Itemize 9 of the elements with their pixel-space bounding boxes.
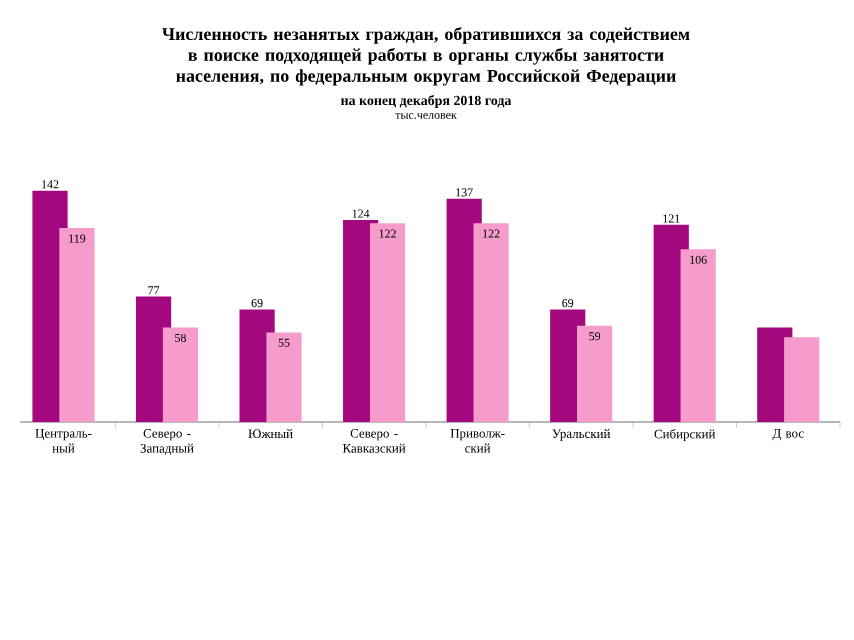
bar <box>266 332 302 422</box>
bar <box>162 327 199 422</box>
bar <box>59 228 95 422</box>
bar <box>369 223 406 422</box>
bar <box>680 249 716 422</box>
chart-title: Численность незанятых граждан, обратившихся за содействием в поиске подходящей работы в органы службы занятости населения, по федеральным округам Российской Федерации <box>162 27 690 86</box>
bar <box>577 325 613 422</box>
bar <box>784 337 820 422</box>
bar <box>473 223 509 422</box>
